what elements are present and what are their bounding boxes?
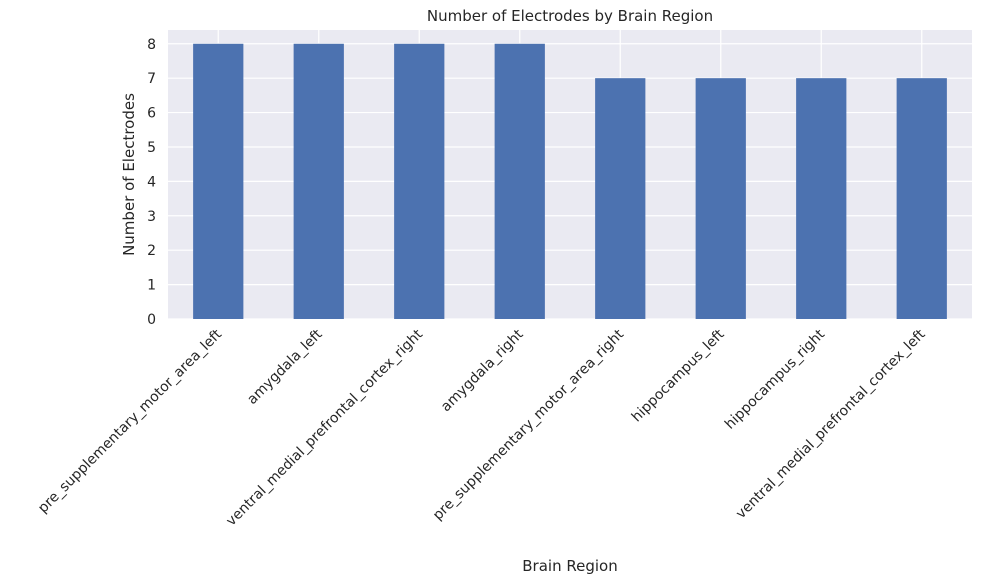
x-axis-ticks: pre_supplementary_motor_area_left amygdal… <box>35 326 929 529</box>
bar-pre-supplementary-motor-area-right <box>595 78 646 320</box>
x-tick-label: ventral_medial_prefrontal_cortex_left <box>733 326 929 522</box>
y-tick-label: 0 <box>147 312 156 328</box>
chart-title: Number of Electrodes by Brain Region <box>427 7 713 25</box>
bar-ventral-medial-prefrontal-cortex-left <box>896 78 947 320</box>
bar-pre-supplementary-motor-area-left <box>193 43 244 320</box>
bar-amygdala-left <box>293 43 344 320</box>
bar-amygdala-right <box>494 43 545 320</box>
x-tick-label: pre_supplementary_motor_area_right <box>430 326 627 523</box>
y-tick-label: 2 <box>147 243 156 259</box>
y-tick-label: 5 <box>147 140 156 156</box>
x-tick-label: amygdala_right <box>438 326 527 415</box>
plot-area <box>168 30 972 319</box>
y-tick-label: 8 <box>147 37 156 53</box>
y-tick-label: 4 <box>147 174 156 190</box>
x-axis-label: Brain Region <box>522 557 617 575</box>
x-tick-label: hippocampus_right <box>722 326 828 432</box>
y-tick-label: 3 <box>147 209 156 225</box>
x-tick-label: pre_supplementary_motor_area_left <box>35 326 225 516</box>
y-tick-label: 6 <box>147 106 156 122</box>
x-tick-label: amygdala_left <box>244 326 326 408</box>
x-tick-label: hippocampus_left <box>629 326 728 425</box>
y-axis-ticks: 0 1 2 3 4 5 6 7 8 <box>147 37 156 328</box>
bars <box>193 43 947 320</box>
bar-hippocampus-left <box>695 78 746 320</box>
bar-ventral-medial-prefrontal-cortex-right <box>394 43 445 320</box>
bar-hippocampus-right <box>796 78 847 320</box>
y-axis-label: Number of Electrodes <box>120 93 138 256</box>
x-tick-label: ventral_medial_prefrontal_cortex_right <box>223 326 426 529</box>
y-tick-label: 1 <box>147 278 156 294</box>
y-tick-label: 7 <box>147 71 156 87</box>
